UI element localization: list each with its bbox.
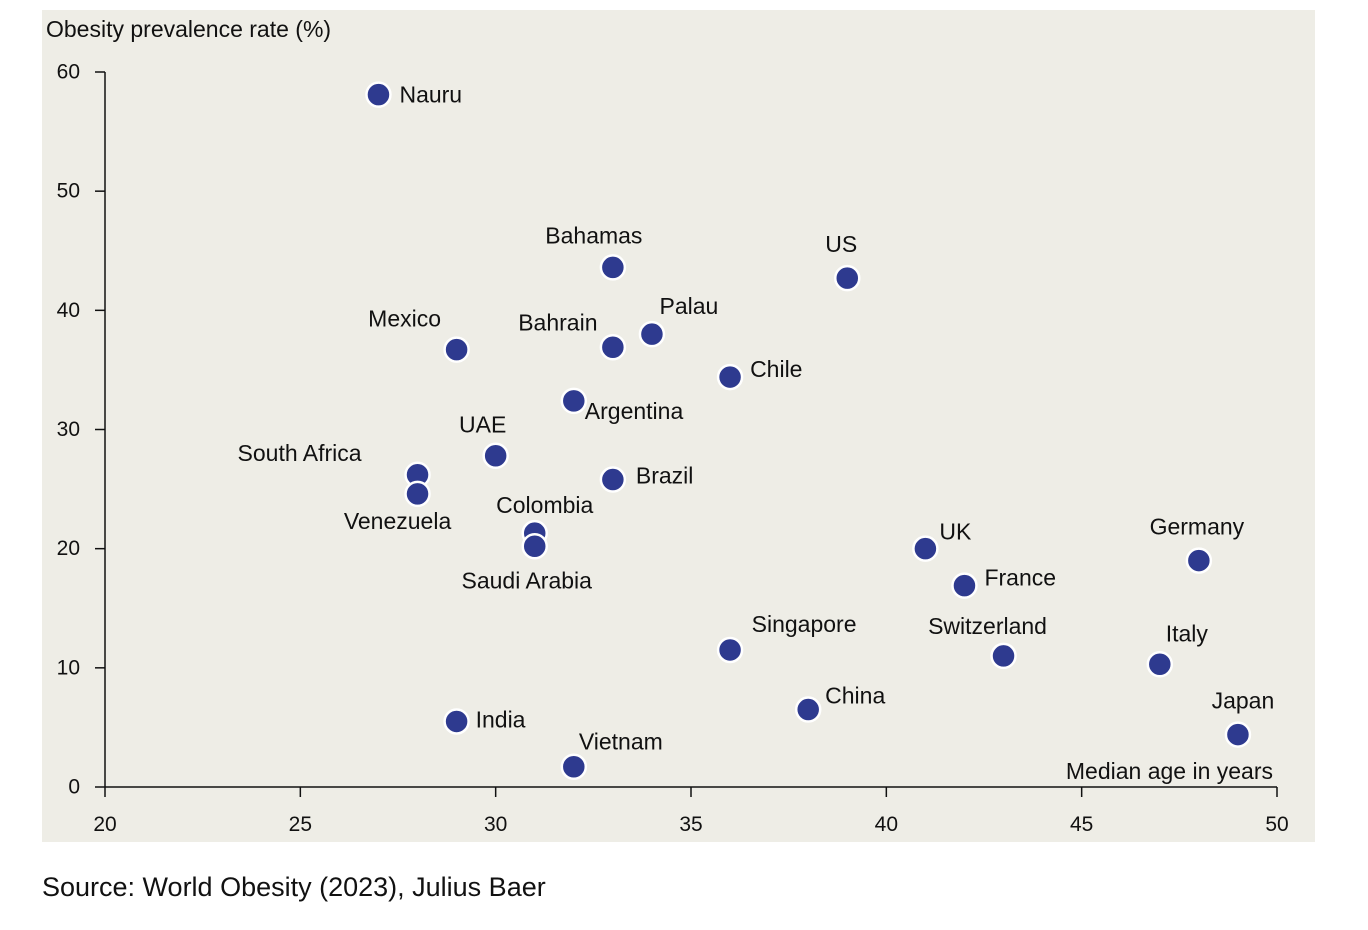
y-tick-label: 20 <box>57 537 80 560</box>
chart-background <box>42 10 1315 842</box>
y-tick-label: 40 <box>57 299 80 322</box>
point-label: India <box>476 706 526 732</box>
point-label: US <box>825 231 857 257</box>
x-tick-label: 35 <box>679 813 702 836</box>
data-point <box>599 466 627 493</box>
y-tick-label: 30 <box>57 418 80 441</box>
scatter-chart: Obesity prevalence rate (%) Median age i… <box>42 10 1315 842</box>
point-label: Colombia <box>496 492 593 518</box>
point-label: Bahrain <box>518 309 597 335</box>
point-label: Italy <box>1166 620 1209 646</box>
point-label: Mexico <box>368 306 441 332</box>
point-label: Singapore <box>752 611 857 637</box>
y-axis-title: Obesity prevalence rate (%) <box>46 16 331 42</box>
y-tick-label: 0 <box>68 776 80 799</box>
data-point <box>560 753 588 780</box>
data-point <box>716 363 744 391</box>
data-point <box>834 264 861 292</box>
point-label: UAE <box>459 412 506 438</box>
x-tick-label: 20 <box>93 813 116 836</box>
data-point <box>482 442 509 469</box>
data-point <box>951 572 978 599</box>
data-point <box>443 708 470 735</box>
x-tick-label: 25 <box>289 813 312 836</box>
point-label: Saudi Arabia <box>462 567 593 593</box>
data-point <box>990 642 1017 670</box>
point-label: France <box>984 565 1056 591</box>
data-point <box>599 334 627 361</box>
data-point <box>912 535 939 562</box>
data-point <box>1224 721 1252 748</box>
y-tick-label: 60 <box>57 61 80 84</box>
point-label: Chile <box>750 356 802 382</box>
data-point <box>638 320 666 348</box>
point-label: Nauru <box>399 82 462 108</box>
point-label: China <box>825 683 885 709</box>
point-label: South Africa <box>238 440 362 466</box>
source-note: Source: World Obesity (2023), Julius Bae… <box>42 872 546 902</box>
point-label: Switzerland <box>928 613 1047 639</box>
data-point <box>404 480 431 508</box>
point-label: Brazil <box>636 463 694 489</box>
data-point <box>365 81 392 108</box>
data-point <box>1185 547 1213 574</box>
data-point <box>716 636 744 664</box>
point-label: Bahamas <box>545 222 642 248</box>
point-label: Vietnam <box>579 729 663 755</box>
x-axis-title: Median age in years <box>1066 758 1273 784</box>
point-label: Germany <box>1150 514 1245 540</box>
data-point <box>443 336 470 363</box>
point-label: UK <box>939 519 972 545</box>
x-tick-label: 50 <box>1265 813 1288 836</box>
point-label: Palau <box>660 293 719 319</box>
data-point <box>560 387 588 415</box>
y-tick-label: 10 <box>57 656 80 679</box>
y-tick-label: 50 <box>57 180 80 203</box>
point-label: Japan <box>1212 688 1275 714</box>
point-label: Argentina <box>585 398 684 424</box>
x-tick-label: 45 <box>1070 813 1093 836</box>
data-point <box>521 533 548 560</box>
data-point <box>1146 651 1174 678</box>
data-point <box>599 254 627 281</box>
point-label: Venezuela <box>344 508 452 534</box>
x-tick-label: 30 <box>484 813 507 836</box>
x-tick-label: 40 <box>875 813 898 836</box>
data-point <box>794 696 822 723</box>
